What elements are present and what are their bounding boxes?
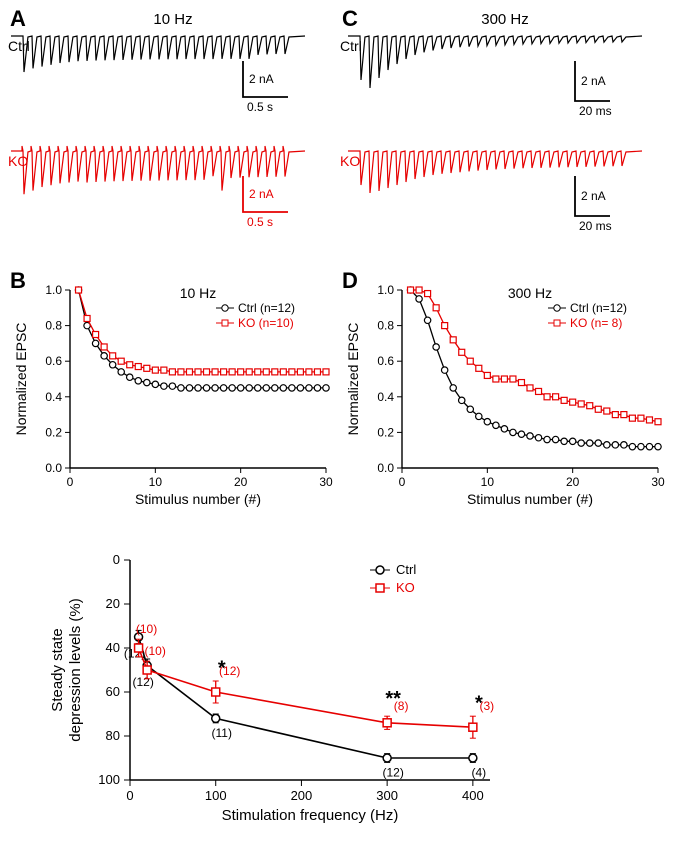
svg-text:2 nA: 2 nA <box>249 72 274 86</box>
svg-text:B: B <box>10 270 26 293</box>
svg-text:A: A <box>10 6 26 31</box>
svg-text:0.6: 0.6 <box>377 354 394 368</box>
svg-text:Ctrl: Ctrl <box>340 38 362 54</box>
svg-text:10 Hz: 10 Hz <box>153 11 192 28</box>
svg-text:KO: KO <box>8 153 28 169</box>
svg-text:40: 40 <box>106 640 120 655</box>
svg-text:Ctrl: Ctrl <box>396 562 416 577</box>
panel-a: A10 HzCtrlKO2 nA0.5 s2 nA0.5 s <box>8 6 338 256</box>
svg-text:100: 100 <box>98 772 120 787</box>
svg-text:0.2: 0.2 <box>45 425 62 439</box>
svg-text:0: 0 <box>126 788 133 803</box>
svg-text:0.0: 0.0 <box>45 461 62 475</box>
panel-e: E0100200300400020406080100Stimulation fr… <box>40 530 520 830</box>
svg-text:KO: KO <box>396 580 415 595</box>
svg-text:20: 20 <box>234 475 248 489</box>
svg-text:Normalized EPSC: Normalized EPSC <box>13 323 29 436</box>
svg-text:0.2: 0.2 <box>377 425 394 439</box>
svg-text:**: ** <box>385 688 401 710</box>
svg-text:10: 10 <box>481 475 495 489</box>
svg-text:2 nA: 2 nA <box>581 74 606 88</box>
svg-text:0: 0 <box>399 475 406 489</box>
svg-text:80: 80 <box>106 728 120 743</box>
svg-text:300 Hz: 300 Hz <box>508 285 552 301</box>
svg-text:2 nA: 2 nA <box>581 189 606 203</box>
svg-text:KO (n=10): KO (n=10) <box>238 316 294 330</box>
svg-text:20: 20 <box>566 475 580 489</box>
svg-text:10: 10 <box>149 475 163 489</box>
svg-text:0.4: 0.4 <box>377 390 394 404</box>
svg-text:400: 400 <box>462 788 484 803</box>
svg-text:Normalized EPSC: Normalized EPSC <box>345 323 361 436</box>
svg-text:D: D <box>342 270 358 293</box>
svg-text:(10): (10) <box>136 622 157 636</box>
svg-text:300: 300 <box>376 788 398 803</box>
svg-text:300 Hz: 300 Hz <box>481 11 529 28</box>
svg-text:0.0: 0.0 <box>377 461 394 475</box>
svg-text:10 Hz: 10 Hz <box>180 285 217 301</box>
svg-text:30: 30 <box>651 475 665 489</box>
svg-text:30: 30 <box>319 475 333 489</box>
svg-text:0.8: 0.8 <box>377 319 394 333</box>
svg-text:0.8: 0.8 <box>45 319 62 333</box>
panel-b: B 10 Hz 0 10 20 30 0.0 0.2 0.4 0.6 0.8 1.0 Stimulus … <box>8 270 338 510</box>
svg-text:C: C <box>342 6 358 31</box>
svg-text:0: 0 <box>113 552 120 567</box>
svg-text:(12): (12) <box>132 675 153 689</box>
svg-text:Ctrl (n=12): Ctrl (n=12) <box>570 301 627 315</box>
svg-text:(10): (10) <box>144 644 165 658</box>
svg-text:(4): (4) <box>472 765 487 779</box>
svg-text:60: 60 <box>106 684 120 699</box>
svg-text:Steady state: Steady state <box>49 628 66 711</box>
svg-text:200: 200 <box>291 788 313 803</box>
svg-text:0: 0 <box>67 475 74 489</box>
svg-text:0.5 s: 0.5 s <box>247 215 273 229</box>
svg-text:KO: KO <box>340 153 360 169</box>
panel-d: D 300 Hz 0 10 20 30 0.0 0.2 0.4 0.6 0.8 1.0 Stimulus… <box>340 270 670 510</box>
svg-text:(12): (12) <box>382 765 403 779</box>
svg-text:1.0: 1.0 <box>45 283 62 297</box>
svg-text:1.0: 1.0 <box>377 283 394 297</box>
panel-c: C 300 Hz Ctrl KO 2 nA 20 ms 2 nA 20 ms <box>340 6 670 256</box>
svg-text:(11): (11) <box>211 726 231 740</box>
svg-text:2 nA: 2 nA <box>249 187 274 201</box>
svg-text:20 ms: 20 ms <box>579 104 612 118</box>
svg-text:depression levels (%): depression levels (%) <box>67 598 84 741</box>
svg-text:Ctrl (n=12): Ctrl (n=12) <box>238 301 295 315</box>
svg-text:*: * <box>475 693 483 715</box>
svg-text:20: 20 <box>106 596 120 611</box>
svg-text:*: * <box>218 657 226 679</box>
svg-text:0.4: 0.4 <box>45 390 62 404</box>
svg-text:0.6: 0.6 <box>45 354 62 368</box>
svg-text:20 ms: 20 ms <box>579 219 612 233</box>
svg-text:Stimulus number (#): Stimulus number (#) <box>135 491 261 507</box>
svg-text:Stimulation frequency (Hz): Stimulation frequency (Hz) <box>222 807 399 824</box>
svg-text:Stimulus number (#): Stimulus number (#) <box>467 491 593 507</box>
svg-text:100: 100 <box>205 788 227 803</box>
svg-text:KO (n= 8): KO (n= 8) <box>570 316 622 330</box>
svg-text:0.5 s: 0.5 s <box>247 100 273 114</box>
